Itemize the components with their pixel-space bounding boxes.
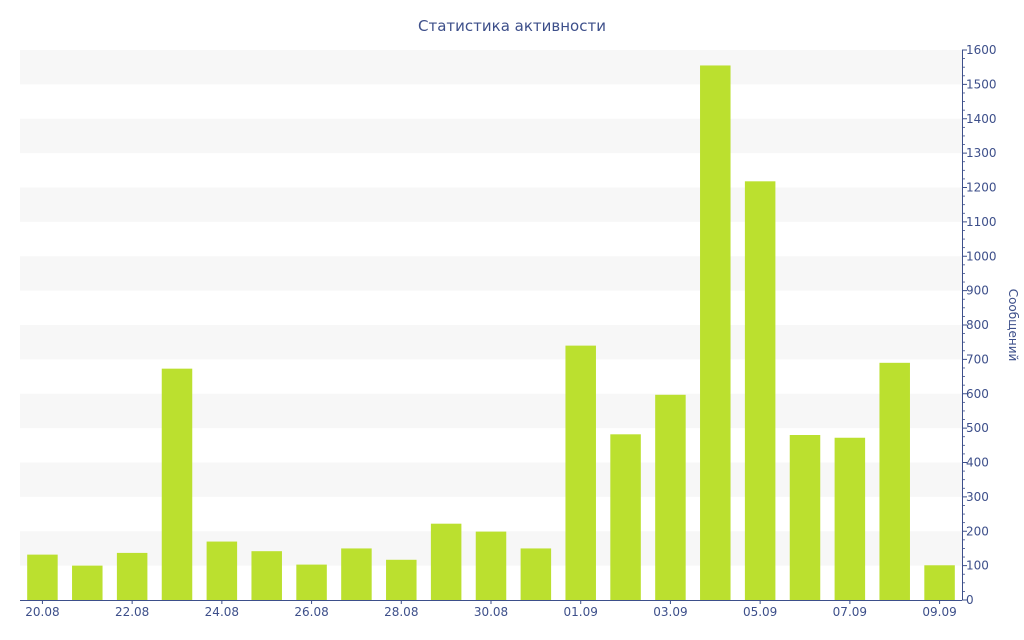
bar-25.08: [251, 551, 282, 600]
y-tick-label: 1000: [966, 249, 997, 263]
y-tick-label: 200: [966, 524, 989, 538]
bars: [27, 65, 955, 600]
bar-20.08: [27, 554, 58, 600]
y-tick-label: 900: [966, 284, 989, 298]
y-tick-label: 600: [966, 387, 989, 401]
bar-31.08: [520, 548, 552, 600]
grid-band: [20, 256, 962, 291]
grid-band: [20, 187, 962, 222]
y-tick-label: 0: [966, 593, 974, 607]
y-tick-label: 100: [966, 559, 989, 573]
bar-08.09: [879, 362, 910, 600]
bar-07.09: [834, 437, 866, 600]
y-tick-label: 1200: [966, 181, 997, 195]
x-tick-label: 22.08: [115, 605, 149, 619]
bar-03.09: [655, 394, 686, 600]
bar-24.08: [206, 541, 238, 600]
x-tick-label: 30.08: [474, 605, 508, 619]
x-tick-label: 28.08: [384, 605, 418, 619]
y-axis-label: Сообщений: [1006, 289, 1020, 362]
grid-band: [20, 393, 962, 429]
y-axis-ticks: 0 100 200 300 400 500 600 700 800 900 1000 1100 1200…: [962, 43, 997, 607]
y-tick-label: 400: [966, 456, 989, 470]
bar-04.09: [700, 65, 731, 600]
bar-02.09: [610, 434, 641, 600]
background-bands: [20, 50, 962, 566]
y-tick-label: 1400: [966, 112, 997, 126]
bar-28.08: [386, 559, 417, 600]
y-tick-label: 1500: [966, 77, 997, 91]
grid-band: [20, 50, 962, 85]
x-tick-label: 20.08: [25, 605, 59, 619]
x-tick-label: 05.09: [743, 605, 777, 619]
x-tick-label: 26.08: [294, 605, 328, 619]
grid-band: [20, 325, 962, 360]
bar-23.08: [161, 368, 193, 600]
y-tick-label: 700: [966, 352, 989, 366]
y-tick-label: 500: [966, 421, 989, 435]
x-tick-label: 09.09: [922, 605, 956, 619]
x-tick-label: 24.08: [205, 605, 239, 619]
y-tick-label: 1600: [966, 43, 997, 57]
bar-06.09: [789, 435, 821, 600]
y-tick-label: 800: [966, 318, 989, 332]
x-tick-label: 07.09: [833, 605, 867, 619]
x-tick-label: 01.09: [564, 605, 598, 619]
y-tick-label: 1300: [966, 146, 997, 160]
grid-band: [20, 462, 962, 497]
x-axis-ticks: 20.08 22.08 24.08 26.08 28.08 30.08 01.09 03.09…: [25, 600, 957, 619]
grid-band: [20, 118, 962, 154]
bar-27.08: [341, 548, 372, 600]
bar-21.08: [72, 565, 103, 600]
x-tick-label: 03.09: [653, 605, 687, 619]
chart-title: Статистика активности: [418, 17, 606, 35]
bar-09.09: [924, 565, 955, 600]
bar-30.08: [475, 531, 507, 600]
bar-01.09: [565, 345, 596, 600]
bar-29.08: [430, 523, 462, 600]
bar-05.09: [744, 181, 776, 600]
y-tick-label: 1100: [966, 215, 997, 229]
bar-26.08: [296, 564, 327, 600]
bar-22.08: [116, 552, 148, 600]
y-tick-label: 300: [966, 490, 989, 504]
